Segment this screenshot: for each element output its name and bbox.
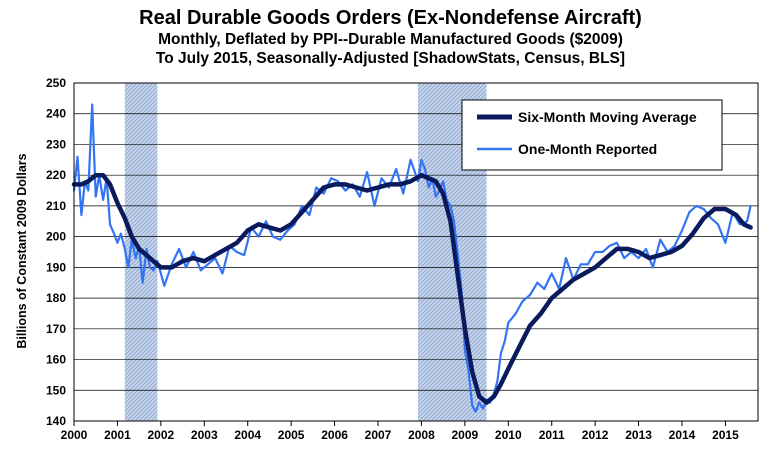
chart-title: Real Durable Goods Orders (Ex-Nondefense…	[139, 7, 642, 29]
y-tick-label-220: 220	[46, 168, 66, 182]
y-tick-label-250: 250	[46, 76, 66, 90]
x-tick-label-2013: 2013	[625, 428, 652, 442]
y-tick-label-150: 150	[46, 383, 66, 397]
legend: Six-Month Moving Average One-Month Repor…	[461, 99, 723, 171]
y-tick-label-140: 140	[46, 414, 66, 428]
y-tick-label-200: 200	[46, 230, 66, 244]
x-tick-label-2007: 2007	[365, 428, 392, 442]
chart-title-block: Real Durable Goods Orders (Ex-Nondefense…	[0, 6, 781, 68]
plot-area-frame	[73, 82, 759, 422]
y-tick-label-170: 170	[46, 322, 66, 336]
x-tick-label-2000: 2000	[61, 428, 88, 442]
x-tick-label-2006: 2006	[321, 428, 348, 442]
chart-subtitle-line-2: To July 2015, Seasonally-Adjusted [Shado…	[155, 50, 626, 67]
x-tick-label-2001: 2001	[104, 428, 131, 442]
y-tick-label-210: 210	[46, 199, 66, 213]
x-tick-label-2015: 2015	[712, 428, 739, 442]
series-line-moving-average	[71, 172, 753, 405]
y-tick-label-190: 190	[46, 260, 66, 274]
legend-label-moving-average: Six-Month Moving Average	[518, 109, 697, 125]
x-tick-label-2002: 2002	[148, 428, 175, 442]
x-tick-label-2011: 2011	[539, 428, 565, 442]
y-axis-label: Billions of Constant 2009 Dollars	[15, 153, 29, 348]
x-tick-label-2008: 2008	[408, 428, 435, 442]
legend-label-reported: One-Month Reported	[518, 141, 657, 157]
y-tick-label-160: 160	[46, 353, 66, 367]
y-tick-label-240: 240	[46, 107, 66, 121]
y-tick-label-180: 180	[46, 291, 66, 305]
x-tick-label-2003: 2003	[191, 428, 218, 442]
x-tick-label-2014: 2014	[669, 428, 696, 442]
x-tick-label-2005: 2005	[278, 428, 305, 442]
x-tick-label-2012: 2012	[582, 428, 609, 442]
x-tick-label-2004: 2004	[234, 428, 261, 442]
chart-subtitle-line-1: Monthly, Deflated by PPI--Durable Manufa…	[158, 31, 623, 48]
y-tick-label-230: 230	[46, 137, 66, 151]
legend-box	[461, 99, 723, 171]
x-tick-label-2009: 2009	[452, 428, 479, 442]
x-tick-label-2010: 2010	[495, 428, 522, 442]
